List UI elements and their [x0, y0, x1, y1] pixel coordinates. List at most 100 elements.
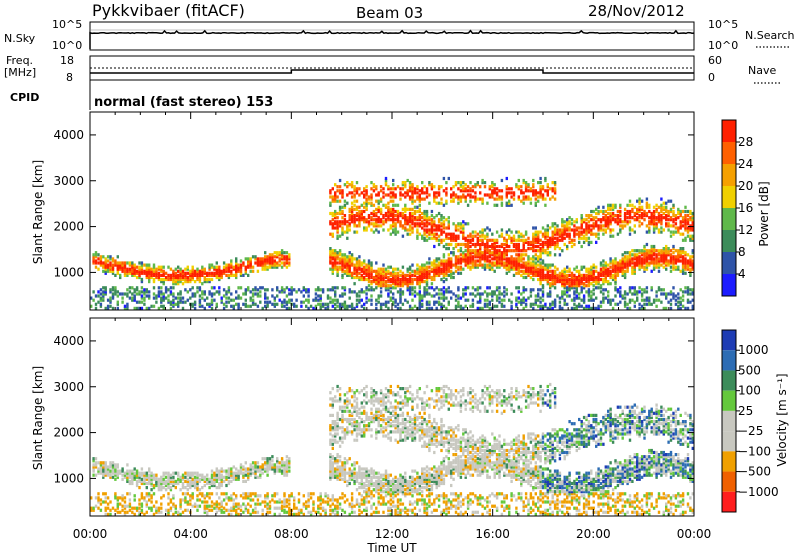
power-cell [350, 220, 354, 224]
power-cell [220, 275, 223, 280]
power-cell [184, 267, 187, 271]
power-colorbar-swatch [722, 274, 736, 296]
power-cell [500, 234, 504, 238]
power-cell [681, 261, 685, 265]
power-cell [508, 249, 511, 253]
power-cell [201, 267, 204, 271]
power-cell [532, 273, 535, 277]
power-cell [285, 300, 289, 304]
power-cell [505, 230, 508, 234]
power-cell [539, 265, 542, 269]
velocity-cell [97, 496, 100, 500]
power-cell [556, 236, 559, 240]
power-cell [442, 224, 446, 228]
power-cell [580, 304, 583, 308]
power-cell [520, 238, 523, 242]
power-cell [655, 261, 658, 265]
power-cell [677, 230, 680, 234]
power-cell [493, 183, 496, 187]
power-cell [469, 240, 472, 244]
power-cell [254, 257, 257, 261]
power-cell [527, 183, 530, 187]
power-cell [570, 306, 574, 310]
velocity-cell [189, 498, 192, 502]
power-cell [259, 290, 262, 294]
power-cell [384, 220, 388, 224]
power-cell [346, 255, 349, 259]
power-cell [433, 193, 436, 197]
power-cell [440, 304, 443, 308]
power-cell [341, 205, 344, 209]
power-cell [442, 238, 446, 242]
power-cell [396, 230, 400, 234]
power-cell [271, 259, 274, 263]
power-cell [222, 294, 226, 298]
power-cell [341, 222, 344, 226]
power-cell [131, 261, 134, 265]
power-cell [556, 232, 559, 236]
power-cell [609, 214, 612, 218]
power-cell [462, 185, 465, 189]
power-cell [508, 199, 511, 203]
velocity-cell [106, 502, 110, 506]
power-cell [674, 265, 678, 269]
power-cell [179, 271, 182, 275]
power-cell [539, 187, 542, 191]
power-cell [384, 205, 388, 209]
power-cell [331, 197, 334, 201]
power-cell [469, 187, 472, 191]
power-cell [379, 207, 383, 211]
power-cell [457, 257, 460, 261]
power-cell [587, 269, 591, 273]
velocity-cell [114, 471, 117, 475]
power-cell [218, 273, 221, 277]
power-cell [155, 296, 158, 300]
power-cell [162, 294, 165, 298]
power-cell [469, 267, 472, 271]
power-cell [428, 286, 431, 290]
power-cell [167, 300, 170, 304]
power-cell [488, 253, 491, 257]
power-cell [280, 261, 284, 265]
power-cell [382, 280, 385, 284]
power-cell [534, 232, 537, 236]
power-cell [457, 181, 460, 185]
power-cell [561, 296, 564, 300]
velocity-cell [203, 494, 206, 498]
power-cell [305, 290, 308, 294]
velocity-cell [206, 512, 209, 516]
power-cell [686, 234, 690, 238]
power-cell [384, 304, 388, 308]
power-cell [575, 306, 578, 310]
power-cell [529, 302, 533, 306]
power-cell [389, 271, 392, 275]
power-cell [389, 265, 392, 269]
power-cell [99, 304, 103, 308]
power-cell [592, 277, 595, 282]
power-cell [541, 244, 545, 249]
power-cell [440, 277, 443, 282]
velocity-cell [213, 506, 216, 510]
velocity-cell [106, 469, 110, 473]
power-cell [97, 261, 100, 265]
power-cell [343, 306, 347, 310]
power-cell [479, 238, 482, 242]
power-cell [669, 292, 673, 296]
power-cell [430, 286, 434, 290]
power-cell [626, 220, 629, 224]
power-cell [421, 211, 424, 216]
power-cell [355, 263, 359, 267]
power-cell [172, 282, 175, 286]
power-cell [677, 211, 680, 216]
power-cell [611, 306, 615, 310]
power-cell [483, 242, 487, 247]
power-cell [479, 249, 482, 253]
power-cell [425, 187, 429, 191]
power-cell [614, 257, 617, 261]
power-cell [488, 238, 491, 242]
power-cell [491, 247, 494, 251]
power-cell [375, 286, 378, 290]
velocity-cell [92, 465, 95, 469]
power-cell [416, 271, 419, 275]
power-cell [408, 304, 412, 308]
